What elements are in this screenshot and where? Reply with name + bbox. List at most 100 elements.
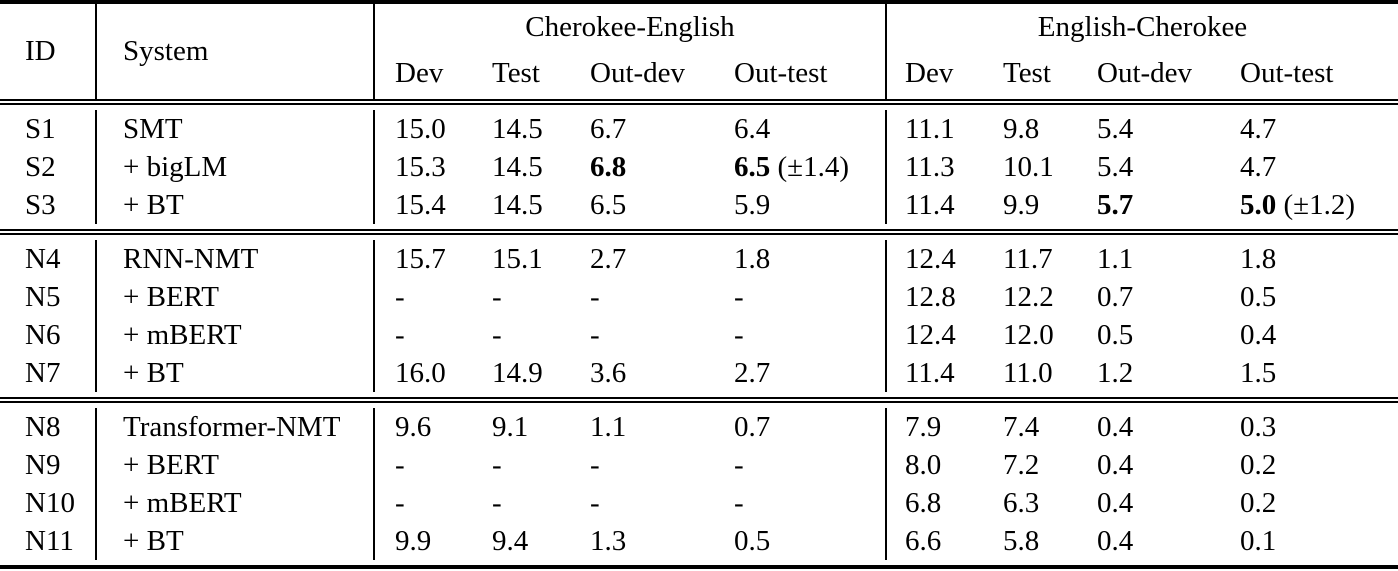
- table-row: S1 SMT 15.0 14.5 6.7 6.4 11.1 9.8 5.4 4.7: [0, 110, 1398, 148]
- cell-value: 11.3: [905, 150, 955, 183]
- cell-value: 0.5: [734, 524, 771, 557]
- subcolumn-headers: Dev Test Out-dev Out-test: [887, 57, 1398, 99]
- cell-value: -: [734, 280, 744, 313]
- table-cell: 15.0: [375, 110, 472, 148]
- table-cell: -: [375, 446, 472, 484]
- table-cell: 11.3: [887, 148, 985, 186]
- table-rule: [0, 99, 1398, 105]
- table-cell: 0.4: [1079, 522, 1222, 560]
- cell-value: 0.4: [1097, 524, 1134, 557]
- cell-value: -: [492, 448, 502, 481]
- cell-value: 11.1: [905, 112, 955, 145]
- table-cell: 9.8: [985, 110, 1079, 148]
- table-cell: 16.0: [375, 354, 472, 392]
- row-id-cell: N9: [0, 446, 97, 484]
- cell-value: 0.4: [1097, 410, 1134, 443]
- cell-value: 9.6: [395, 410, 432, 443]
- cell-value: -: [590, 280, 600, 313]
- table-cell: -: [472, 278, 570, 316]
- cell-value: 12.2: [1003, 280, 1054, 313]
- cell-value: 1.8: [1240, 242, 1277, 275]
- cell-value: 5.4: [1097, 150, 1134, 183]
- cell-value: 5.7: [1097, 188, 1134, 221]
- table-block-rnn-nmt: N4 RNN-NMT 15.7 15.1 2.7 1.8 12.4 11.7 1.1 1.8 …: [0, 235, 1398, 397]
- table-cell: -: [714, 316, 887, 354]
- cell-value: 7.4: [1003, 410, 1040, 443]
- cell-value: 14.5: [492, 150, 543, 183]
- cell-value: 6.4: [734, 112, 771, 145]
- table-cell: 14.5: [472, 186, 570, 224]
- table-cell: 9.9: [375, 522, 472, 560]
- cell-value: 9.4: [492, 524, 529, 557]
- table-cell: 10.1: [985, 148, 1079, 186]
- row-system-cell: + BERT: [97, 446, 375, 484]
- table-cell: 5.8: [985, 522, 1079, 560]
- table-cell: 5.4: [1079, 110, 1222, 148]
- cell-value: 1.1: [590, 410, 627, 443]
- column-header-dev: Dev: [395, 57, 444, 89]
- table-cell: 15.7: [375, 240, 472, 278]
- table-cell: 0.2: [1222, 446, 1398, 484]
- cell-value: 0.7: [734, 410, 771, 443]
- cell-value: 14.5: [492, 112, 543, 145]
- table-cell: 0.5: [1222, 278, 1398, 316]
- table-cell: 15.3: [375, 148, 472, 186]
- cell-value: -: [395, 448, 405, 481]
- cell-value: 9.1: [492, 410, 529, 443]
- table-row: N10 + mBERT - - - - 6.8 6.3 0.4 0.2: [0, 484, 1398, 522]
- row-system-cell: + mBERT: [97, 484, 375, 522]
- group-header-cherokee-english: Cherokee-English Dev Test Out-dev Out-te…: [375, 4, 887, 99]
- table-cell: 5.4: [1079, 148, 1222, 186]
- cell-value: 0.5: [1097, 318, 1134, 351]
- row-id-cell: S2: [0, 148, 97, 186]
- table-cell: -: [714, 278, 887, 316]
- table-cell: -: [570, 446, 714, 484]
- cell-value: 6.8: [590, 150, 627, 183]
- cell-value: 6.3: [1003, 486, 1040, 519]
- table-cell: 7.2: [985, 446, 1079, 484]
- table-cell: 0.7: [1079, 278, 1222, 316]
- table-cell: 12.2: [985, 278, 1079, 316]
- table-block-smt: S1 SMT 15.0 14.5 6.7 6.4 11.1 9.8 5.4 4.7 S2 + …: [0, 105, 1398, 229]
- group-header-english-cherokee: English-Cherokee Dev Test Out-dev Out-te…: [887, 4, 1398, 99]
- table-row: N7 + BT 16.0 14.9 3.6 2.7 11.4 11.0 1.2 1.5: [0, 354, 1398, 392]
- table-cell: 4.7: [1222, 148, 1398, 186]
- row-system-cell: + bigLM: [97, 148, 375, 186]
- cell-value: 8.0: [905, 448, 942, 481]
- row-id-cell: N7: [0, 354, 97, 392]
- table-cell: 14.5: [472, 148, 570, 186]
- cell-value: 0.4: [1097, 448, 1134, 481]
- cell-value: 6.5: [590, 188, 627, 221]
- cell-value: 15.1: [492, 242, 543, 275]
- cell-value: 11.4: [905, 356, 955, 389]
- cell-value: 15.3: [395, 150, 446, 183]
- table-cell: 12.8: [887, 278, 985, 316]
- table-row: N4 RNN-NMT 15.7 15.1 2.7 1.8 12.4 11.7 1.1 1.8: [0, 240, 1398, 278]
- cell-value: 1.2: [1097, 356, 1134, 389]
- table-rule: [0, 397, 1398, 403]
- table-bottom-rule: [0, 565, 1398, 569]
- table-cell: 15.4: [375, 186, 472, 224]
- table-cell: 11.1: [887, 110, 985, 148]
- cell-value: -: [734, 486, 744, 519]
- cell-value: 0.5: [1240, 280, 1277, 313]
- cell-value: 0.2: [1240, 448, 1277, 481]
- table-cell: 1.8: [1222, 240, 1398, 278]
- column-header-out-test: Out-test: [1240, 57, 1334, 89]
- column-header-id-label: ID: [25, 35, 56, 67]
- cell-value: 0.4: [1097, 486, 1134, 519]
- table-cell: 12.4: [887, 316, 985, 354]
- table-cell: 0.7: [714, 408, 887, 446]
- column-header-id: ID: [0, 4, 97, 99]
- cell-value: 5.8: [1003, 524, 1040, 557]
- cell-value: 15.0: [395, 112, 446, 145]
- cell-value: 7.9: [905, 410, 942, 443]
- table-cell: 2.7: [570, 240, 714, 278]
- cell-value: 11.7: [1003, 242, 1053, 275]
- table-cell: 0.4: [1222, 316, 1398, 354]
- table-cell: 6.6: [887, 522, 985, 560]
- table-cell: -: [472, 446, 570, 484]
- table-cell: -: [375, 316, 472, 354]
- cell-value: -: [395, 318, 405, 351]
- row-id-cell: N8: [0, 408, 97, 446]
